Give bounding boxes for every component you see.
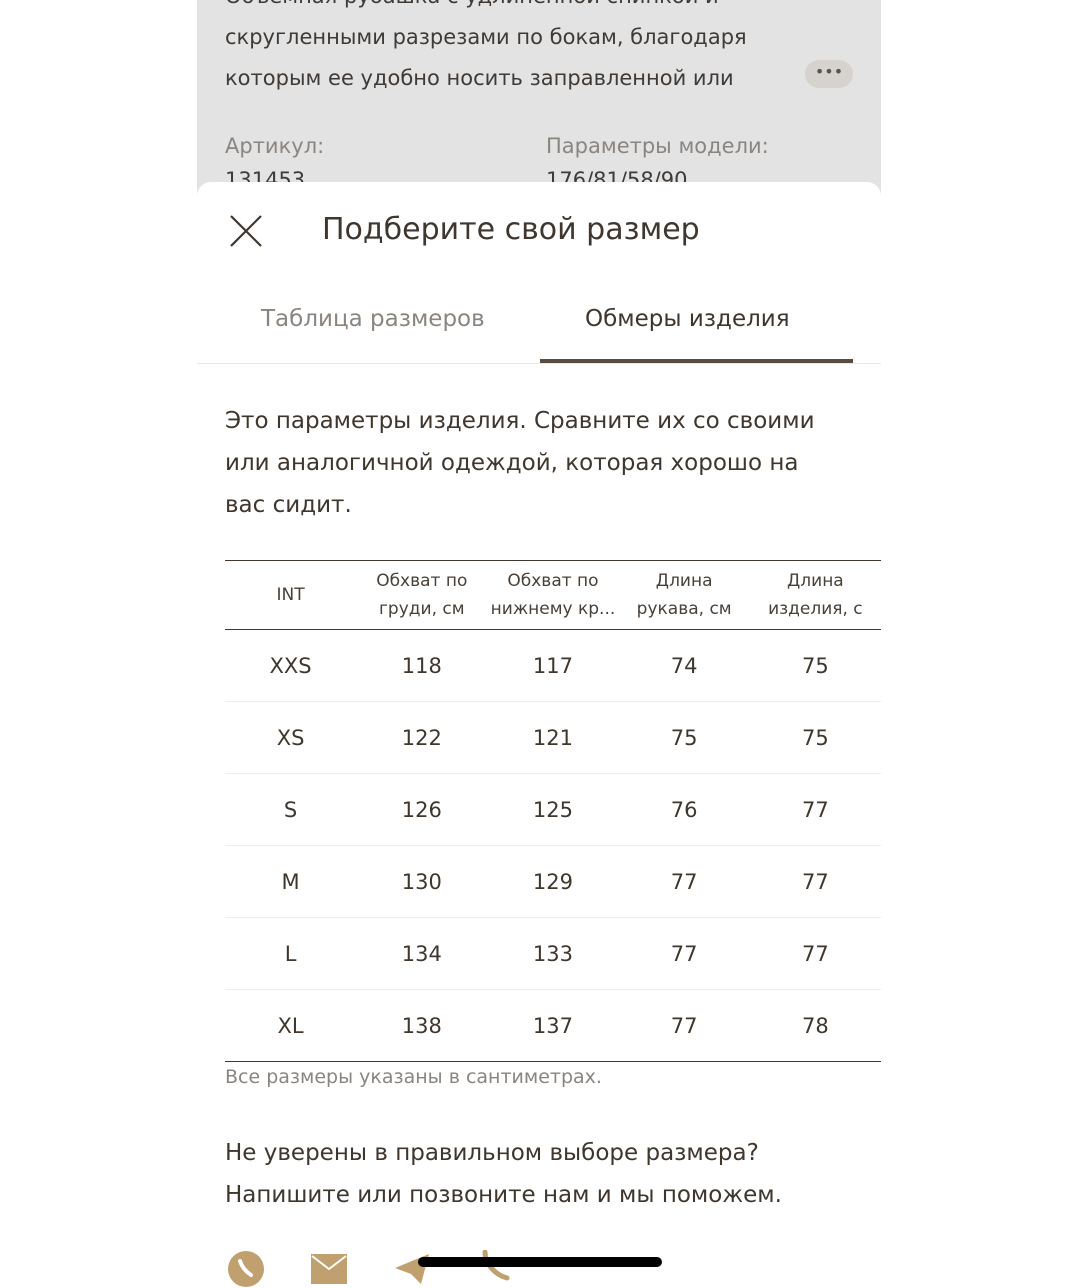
article-label: Артикул: (225, 134, 325, 158)
table-cell: L (225, 917, 357, 990)
table-cell: 77 (749, 917, 881, 990)
table-cell: XL (225, 989, 357, 1062)
model-params-label: Параметры модели: (546, 134, 769, 158)
table-cell: 129 (487, 845, 619, 918)
intro-text: Это параметры изделия. Сравните их со св… (225, 408, 815, 518)
table-cell: M (225, 845, 357, 918)
table-row: XS 122 121 75 75 (225, 701, 881, 774)
table-cell: 118 (356, 629, 488, 702)
help-text: Не уверены в правильном выборе размера? … (225, 1140, 782, 1208)
table-cell: 77 (618, 845, 750, 918)
product-description: Объемная рубашка с удлиненной спинкой и … (225, 0, 747, 90)
table-row: XXS 118 117 74 75 (225, 629, 881, 702)
table-row: XL 138 137 77 78 (225, 989, 881, 1062)
table-cell: 130 (356, 845, 488, 918)
tab-size-table[interactable]: Таблица размеров (261, 306, 485, 332)
table-cell: 75 (618, 701, 750, 774)
column-header: Обхват по нижнему кр... (487, 560, 619, 630)
table-cell: 75 (749, 701, 881, 774)
close-icon[interactable] (229, 214, 263, 248)
table-cell: 121 (487, 701, 619, 774)
column-header: Длина изделия, с (749, 560, 881, 630)
table-cell: 74 (618, 629, 750, 702)
table-cell: XXS (225, 629, 357, 702)
table-row: L 134 133 77 77 (225, 917, 881, 990)
table-row: S 126 125 76 77 (225, 773, 881, 846)
mail-icon[interactable] (311, 1254, 347, 1284)
tab-divider (197, 363, 881, 364)
size-sheet: Подберите свой размер Таблица размеров О… (197, 182, 881, 1287)
table-cell: 138 (356, 989, 488, 1062)
table-cell: 125 (487, 773, 619, 846)
table-cell: 126 (356, 773, 488, 846)
table-cell: 137 (487, 989, 619, 1062)
column-header: Длина рукава, см (618, 560, 750, 630)
tab-measurements[interactable]: Обмеры изделия (585, 306, 790, 332)
product-details-background: Объемная рубашка с удлиненной спинкой и … (197, 0, 881, 200)
units-note: Все размеры указаны в сантиметрах. (225, 1066, 602, 1088)
table-cell: 77 (749, 773, 881, 846)
more-button[interactable]: ••• (805, 60, 853, 88)
table-cell: 133 (487, 917, 619, 990)
column-header: Обхват по груди, см (356, 560, 488, 630)
whatsapp-icon[interactable] (479, 1250, 515, 1286)
table-cell: 77 (618, 989, 750, 1062)
table-cell: XS (225, 701, 357, 774)
table-cell: 117 (487, 629, 619, 702)
table-cell: 77 (618, 917, 750, 990)
sheet-title: Подберите свой размер (322, 212, 700, 247)
active-tab-indicator (540, 359, 853, 363)
table-cell: 77 (749, 845, 881, 918)
column-header: INT (225, 560, 357, 630)
phone-icon[interactable] (227, 1250, 265, 1288)
home-indicator[interactable] (418, 1257, 662, 1267)
table-cell: 75 (749, 629, 881, 702)
table-cell: 122 (356, 701, 488, 774)
table-cell: 76 (618, 773, 750, 846)
table-cell: 134 (356, 917, 488, 990)
table-row: M 130 129 77 77 (225, 845, 881, 918)
measurements-table: INT Обхват по груди, см Обхват по нижнему кр… (225, 560, 881, 1062)
table-cell: S (225, 773, 357, 846)
table-cell: 78 (749, 989, 881, 1062)
